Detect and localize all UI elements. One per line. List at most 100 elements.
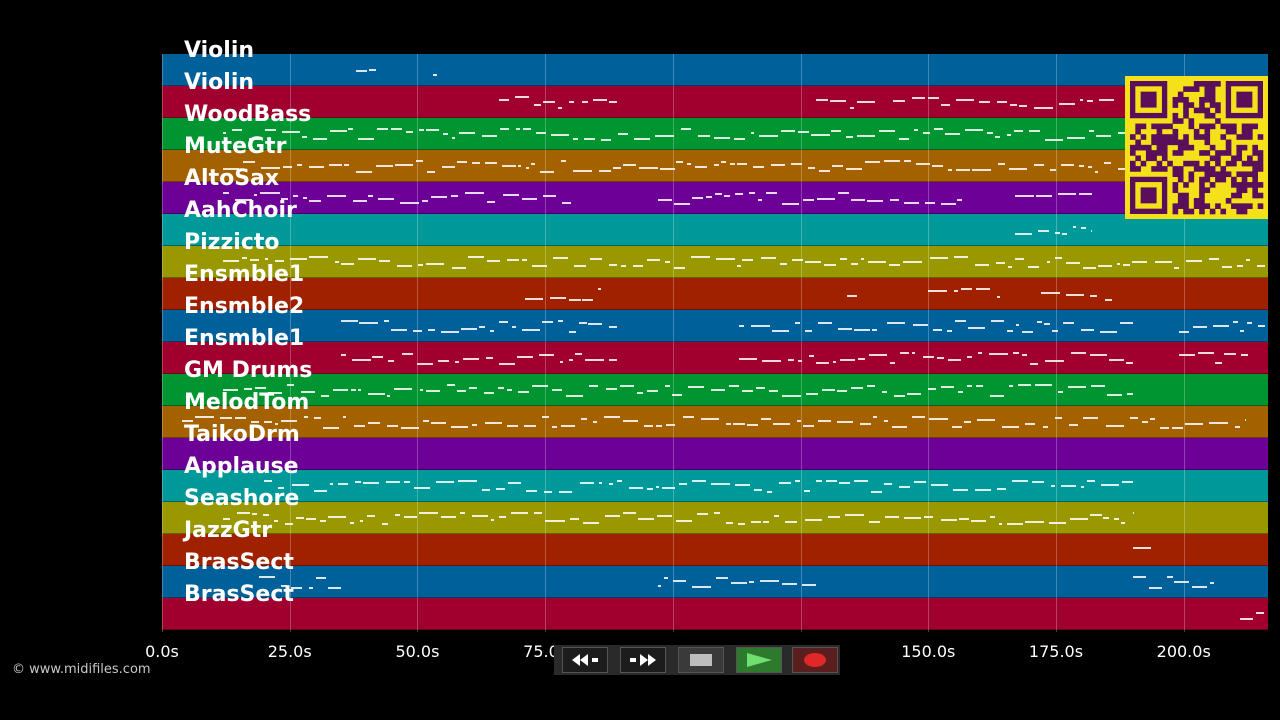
note-mark — [1057, 391, 1063, 393]
note-mark — [220, 417, 233, 419]
note-mark — [815, 99, 828, 101]
note-mark — [249, 259, 260, 261]
note-mark — [932, 329, 942, 331]
note-mark — [818, 322, 832, 324]
note-mark — [911, 97, 926, 99]
note-mark — [1113, 518, 1120, 520]
note-mark — [617, 480, 623, 482]
note-mark — [868, 354, 887, 356]
note-mark — [320, 520, 327, 522]
note-mark — [737, 265, 741, 267]
note-mark — [468, 256, 484, 258]
note-mark — [996, 101, 1007, 103]
note-mark — [223, 192, 229, 194]
note-mark — [780, 130, 795, 132]
rewind-button[interactable] — [562, 647, 608, 673]
note-mark — [557, 320, 563, 322]
note-mark — [384, 320, 389, 322]
note-mark — [1107, 394, 1122, 396]
note-mark — [1209, 582, 1215, 584]
note-mark — [589, 385, 599, 387]
note-mark — [1086, 100, 1094, 102]
note-mark — [515, 96, 530, 98]
track-label: WoodBass — [184, 102, 312, 127]
note-mark — [598, 482, 603, 484]
fast-forward-button[interactable] — [620, 647, 666, 673]
note-mark — [264, 258, 268, 260]
note-mark — [426, 171, 436, 173]
note-mark — [840, 258, 848, 260]
note-mark — [1160, 427, 1170, 429]
note-mark — [884, 160, 900, 162]
note-mark — [592, 99, 607, 101]
note-mark — [892, 100, 906, 102]
time-tick-label: 0.0s — [145, 642, 179, 661]
note-mark — [797, 420, 801, 422]
note-mark — [264, 480, 273, 482]
note-mark — [275, 260, 284, 262]
note-mark — [314, 490, 328, 492]
note-mark — [639, 167, 658, 169]
note-mark — [692, 586, 712, 588]
note-mark — [456, 161, 468, 163]
note-mark — [499, 363, 515, 365]
note-mark — [948, 169, 952, 171]
note-mark — [425, 129, 440, 131]
note-mark — [1043, 323, 1050, 325]
note-mark — [483, 392, 494, 394]
note-mark — [609, 101, 617, 103]
note-mark — [320, 395, 330, 397]
note-mark — [944, 133, 961, 135]
note-mark — [234, 199, 252, 201]
note-mark — [415, 160, 423, 162]
note-mark — [826, 480, 837, 482]
note-mark — [268, 392, 283, 394]
note-mark — [487, 260, 500, 262]
note-mark — [946, 330, 952, 332]
note-mark — [622, 164, 636, 166]
time-tick-label: 175.0s — [1028, 642, 1084, 661]
note-mark — [357, 389, 362, 391]
stop-button[interactable] — [678, 647, 724, 673]
track-lane — [162, 470, 1268, 502]
note-mark — [194, 416, 214, 418]
note-mark — [394, 514, 400, 516]
note-mark — [357, 258, 377, 260]
grid-line — [1055, 54, 1057, 632]
note-mark — [302, 197, 308, 199]
note-mark — [304, 416, 309, 418]
play-button[interactable] — [736, 647, 782, 673]
note-mark — [559, 491, 573, 493]
note-mark — [805, 330, 813, 332]
note-mark — [313, 138, 327, 140]
note-mark — [1237, 265, 1243, 267]
note-mark — [955, 99, 975, 101]
note-mark — [846, 168, 863, 170]
track-label: AltoSax — [184, 166, 280, 191]
note-mark — [691, 256, 710, 258]
note-mark — [255, 387, 267, 389]
note-mark — [867, 261, 887, 263]
note-mark — [795, 322, 801, 324]
note-mark — [1013, 130, 1023, 132]
stop-icon — [690, 654, 712, 666]
note-mark — [405, 131, 413, 133]
note-mark — [1166, 576, 1173, 578]
note-mark — [1244, 419, 1246, 421]
note-mark — [243, 388, 252, 390]
note-mark — [1141, 421, 1148, 423]
note-mark — [622, 512, 636, 514]
record-button[interactable] — [792, 647, 838, 673]
note-mark — [884, 420, 888, 422]
note-mark — [995, 136, 1001, 138]
note-mark — [767, 491, 773, 493]
note-mark — [725, 522, 734, 524]
note-mark — [459, 132, 475, 134]
note-mark — [1012, 480, 1028, 482]
note-mark — [887, 322, 906, 324]
note-mark — [757, 199, 763, 201]
note-mark — [1046, 261, 1050, 263]
note-mark — [1185, 260, 1203, 262]
note-mark — [853, 480, 869, 482]
note-mark — [922, 356, 935, 358]
